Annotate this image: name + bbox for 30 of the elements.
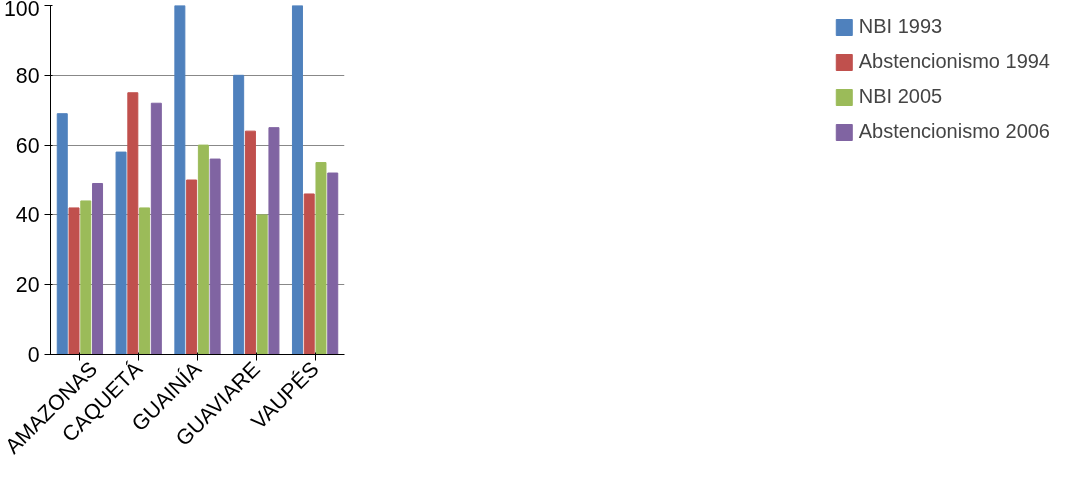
legend-label: Abstencionismo 2006 [858,120,1050,143]
bar [268,127,280,355]
bar [139,207,151,355]
bar [127,92,139,355]
legend-label: NBI 2005 [858,85,943,108]
y-tick-label: 60 [15,133,40,158]
y-tick-label: 100 [3,0,40,21]
y-tick-label: 40 [15,203,40,228]
legend-label: NBI 1993 [858,15,943,38]
bar [56,113,68,355]
y-tick-label: 80 [15,63,40,88]
bar [174,5,186,355]
bar [115,151,127,355]
y-tick-label: 20 [15,273,40,298]
bar [327,172,339,355]
bar [315,162,327,355]
bar [244,130,256,355]
bar [233,74,245,355]
legend-label: Abstencionismo 1994 [858,50,1050,73]
bar [186,179,198,355]
bar [209,158,221,355]
bar [68,207,80,355]
bar [92,182,104,355]
y-tick-label: 0 [27,343,40,367]
bar [291,5,303,355]
bar [256,214,268,355]
bar [150,102,162,355]
bar [303,193,315,355]
bar [80,200,92,355]
bar [197,144,209,355]
